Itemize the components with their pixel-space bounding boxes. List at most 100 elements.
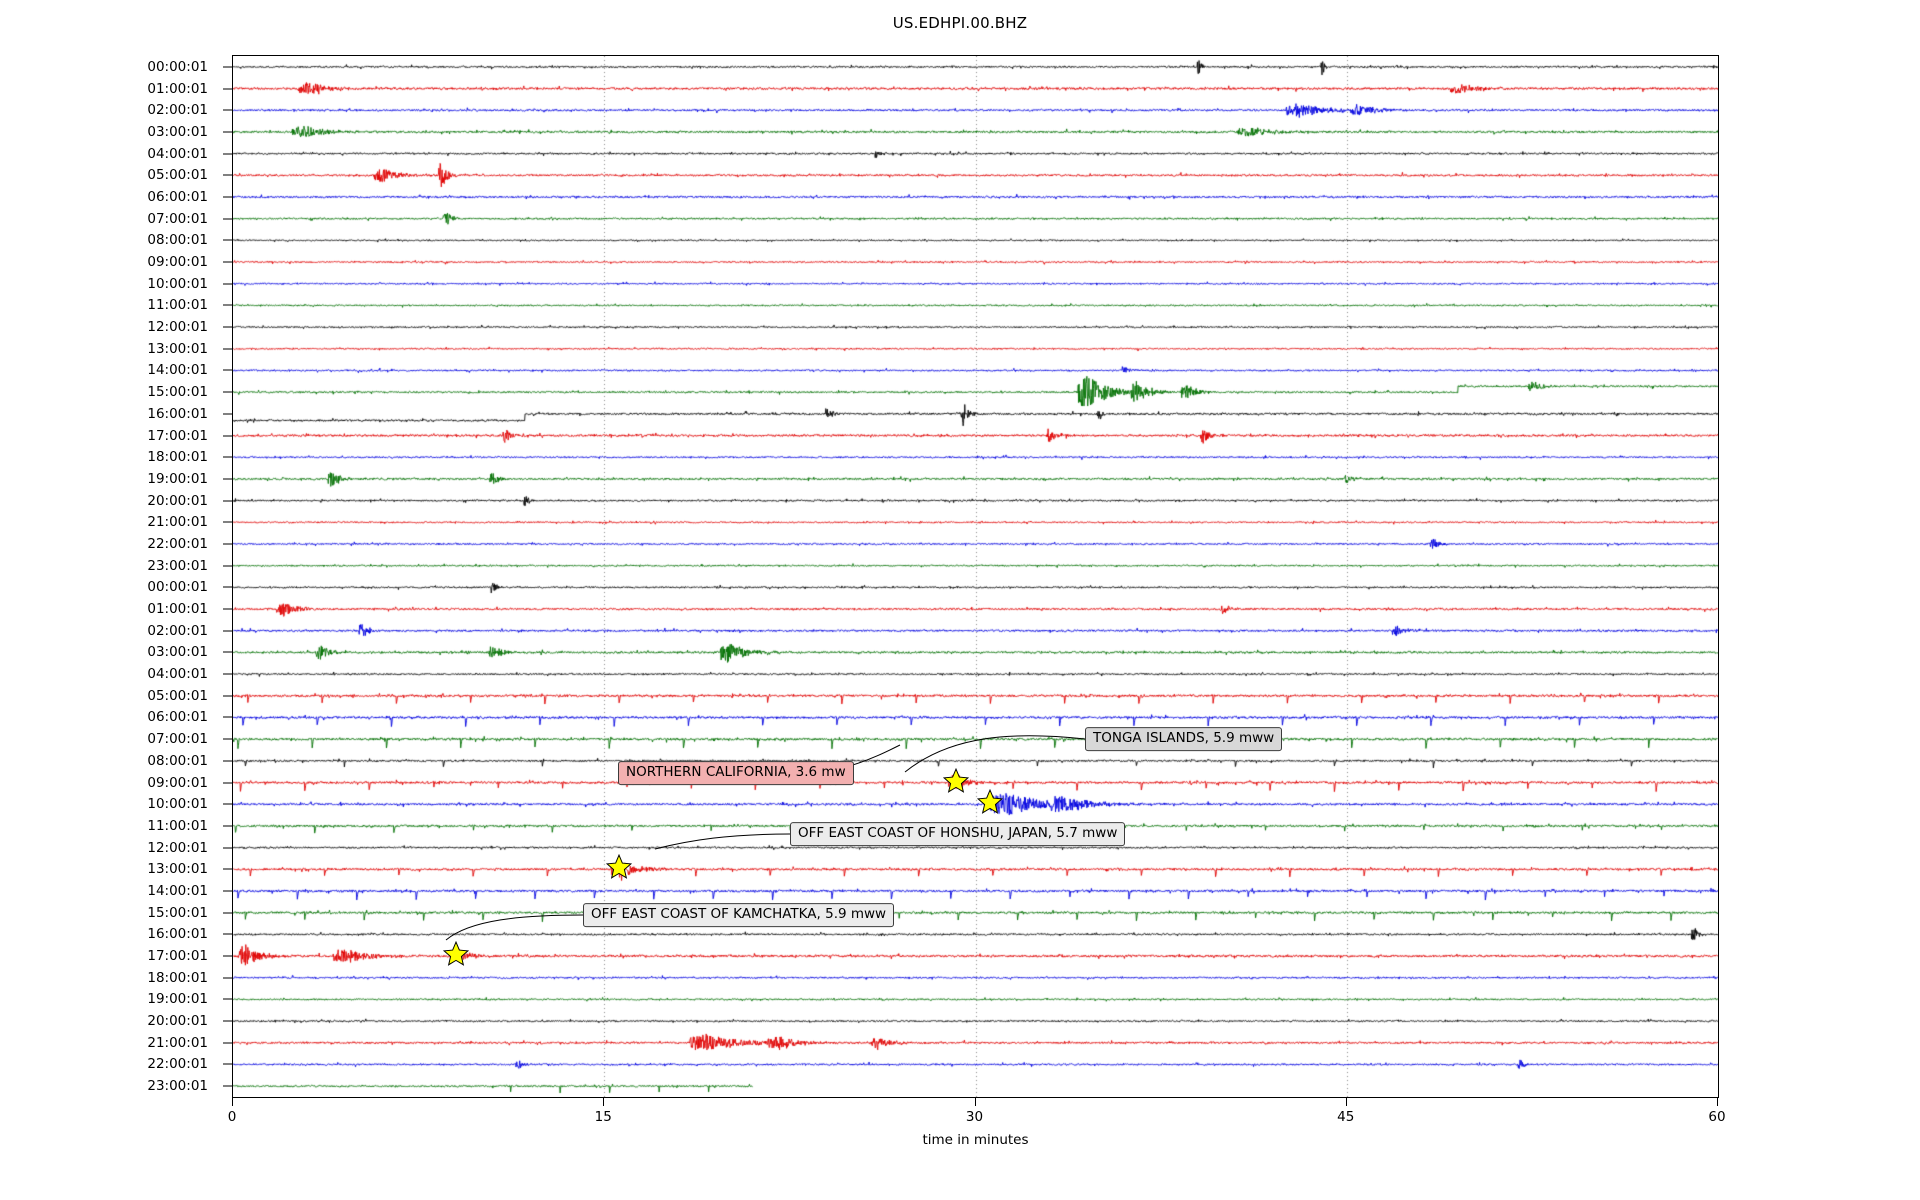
y-tick-label-47: 23:00:01 xyxy=(147,1078,208,1095)
y-tick-label-28: 04:00:01 xyxy=(147,666,208,683)
y-tick-label-42: 18:00:01 xyxy=(147,969,208,986)
y-tick-mark-0 xyxy=(223,66,232,68)
y-tick-label-19: 19:00:01 xyxy=(147,470,208,487)
y-tick-mark-36 xyxy=(223,847,232,849)
y-tick-mark-42 xyxy=(223,977,232,979)
y-tick-label-22: 22:00:01 xyxy=(147,535,208,552)
y-tick-mark-5 xyxy=(223,174,232,176)
event-star-icon-0[interactable] xyxy=(977,789,1004,819)
page-title: US.EDHPI.00.BHZ xyxy=(892,14,1028,32)
y-tick-label-23: 23:00:01 xyxy=(147,557,208,574)
y-tick-mark-34 xyxy=(223,803,232,805)
y-tick-mark-28 xyxy=(223,673,232,675)
y-tick-mark-37 xyxy=(223,868,232,870)
y-tick-mark-14 xyxy=(223,369,232,371)
y-tick-mark-9 xyxy=(223,261,232,263)
y-tick-mark-16 xyxy=(223,413,232,415)
y-tick-mark-1 xyxy=(223,88,232,90)
y-tick-mark-45 xyxy=(223,1042,232,1044)
event-star-icon-2[interactable] xyxy=(605,854,633,884)
y-tick-mark-6 xyxy=(223,196,232,198)
y-tick-mark-4 xyxy=(223,153,232,155)
y-tick-label-43: 19:00:01 xyxy=(147,991,208,1008)
x-tick-label-60: 60 xyxy=(1708,1109,1726,1125)
y-tick-label-29: 05:00:01 xyxy=(147,687,208,704)
event-star-icon-1[interactable] xyxy=(942,767,969,798)
y-tick-mark-10 xyxy=(223,283,232,285)
y-tick-mark-26 xyxy=(223,630,232,632)
y-tick-mark-3 xyxy=(223,131,232,133)
y-tick-mark-31 xyxy=(223,738,232,740)
y-tick-mark-21 xyxy=(223,521,232,523)
y-tick-mark-41 xyxy=(223,955,232,957)
y-tick-label-16: 16:00:01 xyxy=(147,405,208,422)
event-annotation-3[interactable]: OFF EAST COAST OF KAMCHATKA, 5.9 mww xyxy=(583,903,895,927)
y-tick-mark-7 xyxy=(223,218,232,220)
y-tick-label-11: 11:00:01 xyxy=(147,297,208,314)
y-tick-mark-24 xyxy=(223,586,232,588)
y-tick-mark-32 xyxy=(223,760,232,762)
y-tick-mark-17 xyxy=(223,435,232,437)
y-axis-tick-layer: 00:00:01 01:00:01 02:00:01 03:00:01 04:00:01… xyxy=(0,55,232,1098)
y-tick-label-6: 06:00:01 xyxy=(147,188,208,205)
event-annotation-1[interactable]: NORTHERN CALIFORNIA, 3.6 mw xyxy=(618,761,854,785)
y-tick-label-32: 08:00:01 xyxy=(147,752,208,769)
x-tick-mark-0 xyxy=(232,1098,233,1106)
y-tick-mark-8 xyxy=(223,239,232,241)
event-star-icon-3[interactable] xyxy=(442,940,469,971)
y-tick-label-36: 12:00:01 xyxy=(147,839,208,856)
y-tick-label-12: 12:00:01 xyxy=(147,319,208,336)
y-tick-label-17: 17:00:01 xyxy=(147,427,208,444)
y-tick-label-25: 01:00:01 xyxy=(147,601,208,618)
y-tick-label-38: 14:00:01 xyxy=(147,882,208,899)
y-tick-mark-43 xyxy=(223,998,232,1000)
y-tick-label-2: 02:00:01 xyxy=(147,102,208,119)
x-axis-tick-layer: 0 15 30 45 60 xyxy=(228,1098,1726,1138)
y-tick-label-39: 15:00:01 xyxy=(147,904,208,921)
x-tick-mark-45 xyxy=(1345,1098,1347,1106)
x-tick-mark-30 xyxy=(974,1098,976,1106)
y-tick-label-31: 07:00:01 xyxy=(147,731,208,748)
x-tick-label-15: 15 xyxy=(594,1109,612,1125)
y-tick-mark-35 xyxy=(223,825,232,827)
y-tick-label-35: 11:00:01 xyxy=(147,817,208,834)
y-tick-label-1: 01:00:01 xyxy=(147,80,208,97)
y-tick-label-10: 10:00:01 xyxy=(147,275,208,292)
y-tick-label-21: 21:00:01 xyxy=(147,514,208,531)
y-tick-mark-13 xyxy=(223,348,232,350)
y-tick-label-37: 13:00:01 xyxy=(147,861,208,878)
y-tick-label-34: 10:00:01 xyxy=(147,796,208,813)
event-annotation-2[interactable]: OFF EAST COAST OF HONSHU, JAPAN, 5.7 mww xyxy=(790,822,1126,846)
y-tick-mark-11 xyxy=(223,304,232,306)
y-tick-mark-44 xyxy=(223,1020,232,1022)
y-tick-label-4: 04:00:01 xyxy=(147,145,208,162)
y-tick-label-14: 14:00:01 xyxy=(147,362,208,379)
x-tick-mark-15 xyxy=(603,1098,605,1106)
y-tick-label-5: 05:00:01 xyxy=(147,167,208,184)
y-tick-label-30: 06:00:01 xyxy=(147,709,208,726)
y-tick-mark-38 xyxy=(223,890,232,892)
y-tick-label-13: 13:00:01 xyxy=(147,340,208,357)
y-tick-mark-25 xyxy=(223,608,232,610)
y-tick-mark-23 xyxy=(223,565,232,567)
y-tick-mark-29 xyxy=(223,695,232,697)
y-tick-mark-40 xyxy=(223,933,232,935)
y-tick-label-8: 08:00:01 xyxy=(147,232,208,249)
y-tick-mark-30 xyxy=(223,716,232,718)
y-tick-label-3: 03:00:01 xyxy=(147,123,208,140)
y-tick-mark-47 xyxy=(223,1085,232,1087)
y-tick-label-9: 09:00:01 xyxy=(147,254,208,271)
y-tick-label-20: 20:00:01 xyxy=(147,492,208,509)
y-tick-mark-39 xyxy=(223,912,232,914)
event-annotation-0[interactable]: TONGA ISLANDS, 5.9 mww xyxy=(1085,727,1283,751)
y-tick-label-33: 09:00:01 xyxy=(147,774,208,791)
y-tick-label-24: 00:00:01 xyxy=(147,579,208,596)
y-tick-label-26: 02:00:01 xyxy=(147,622,208,639)
x-tick-label-0: 0 xyxy=(227,1109,237,1125)
y-tick-label-41: 17:00:01 xyxy=(147,948,208,965)
y-tick-mark-33 xyxy=(223,782,232,784)
y-tick-label-45: 21:00:01 xyxy=(147,1034,208,1051)
y-tick-mark-18 xyxy=(223,456,232,458)
y-tick-mark-12 xyxy=(223,326,232,328)
